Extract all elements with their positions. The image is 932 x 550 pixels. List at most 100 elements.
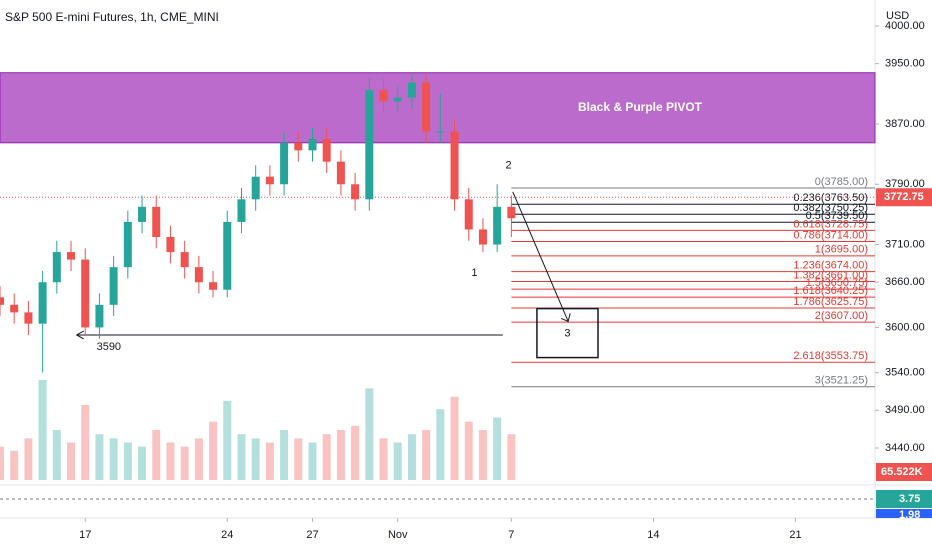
x-tick-label: 27 xyxy=(306,529,318,541)
candle-body xyxy=(322,139,331,162)
volume-bar xyxy=(123,442,132,480)
candle-body xyxy=(251,176,260,200)
candle-body xyxy=(67,252,76,260)
volume-bar xyxy=(280,430,289,480)
candle-body xyxy=(81,259,90,328)
candle-body xyxy=(209,282,218,290)
volume-bar xyxy=(138,446,147,480)
candle-body xyxy=(365,90,374,200)
candle-body xyxy=(166,237,175,253)
candle-body xyxy=(138,206,147,222)
candle-body xyxy=(38,282,47,324)
y-tick-label: 3600.00 xyxy=(885,321,925,333)
volume-bar xyxy=(81,405,90,480)
support-arrowhead xyxy=(75,330,84,340)
annotation: 1 xyxy=(471,267,477,279)
x-tick-label: 17 xyxy=(79,529,91,541)
candle-body xyxy=(194,267,203,283)
y-tick-label: 3540.00 xyxy=(885,367,925,379)
fib-label: 0.618(3728.75) xyxy=(793,218,868,230)
volume-label: 65.522K xyxy=(881,466,923,478)
volume-bar xyxy=(322,434,331,480)
support-label: 3590 xyxy=(97,341,121,353)
fib-label: 1.786(3625.75) xyxy=(793,296,868,308)
candle-body xyxy=(223,221,232,290)
volume-bar xyxy=(38,380,47,480)
volume-bar xyxy=(493,417,502,480)
fib-label: 3(3521.25) xyxy=(815,375,868,387)
candle-body xyxy=(265,176,274,185)
annotation: 2 xyxy=(505,159,511,171)
candle-body xyxy=(10,304,19,313)
candle-body xyxy=(24,312,33,324)
candle-body xyxy=(336,161,345,185)
currency: USD xyxy=(886,10,909,22)
indicator-label: 1.98 xyxy=(899,509,920,521)
last-price-box xyxy=(876,188,932,207)
projection-arrow xyxy=(512,191,571,323)
indicator-box xyxy=(876,490,932,508)
x-tick-label: Nov xyxy=(388,529,408,541)
pivot-zone xyxy=(0,72,876,144)
volume-bar xyxy=(95,434,104,480)
y-tick-label: 3660.00 xyxy=(885,276,925,288)
indicator-box xyxy=(876,509,932,518)
target-box xyxy=(536,307,599,359)
volume-bar xyxy=(507,434,516,480)
candle-body xyxy=(464,199,473,230)
candle-body xyxy=(422,82,431,132)
candle-body xyxy=(478,229,487,245)
y-tick-label: 3950.00 xyxy=(885,58,925,70)
volume-bar xyxy=(308,442,317,480)
volume-bar xyxy=(52,430,61,480)
candle-body xyxy=(493,206,502,245)
candle-body xyxy=(294,142,303,151)
candle-body xyxy=(180,252,189,268)
candle-body xyxy=(109,267,118,305)
volume-bar xyxy=(436,409,445,480)
volume-label-box xyxy=(876,463,932,481)
volume-bar xyxy=(24,438,33,480)
volume-bar xyxy=(464,421,473,480)
fib-label: 2.618(3553.75) xyxy=(793,350,868,362)
volume-bar xyxy=(10,450,19,480)
volume-bar xyxy=(407,434,416,480)
last-price-label: 3772.75 xyxy=(884,191,924,203)
volume-bar xyxy=(0,446,4,480)
candle-body xyxy=(123,221,132,268)
volume-bar xyxy=(265,442,274,480)
x-tick-label: 24 xyxy=(221,529,233,541)
fib-label: 0.5(3739.50) xyxy=(806,210,868,222)
volume-bar xyxy=(251,438,260,480)
y-tick-label: 3440.00 xyxy=(885,442,925,454)
y-tick-label: 3710.00 xyxy=(885,238,925,250)
volume-bar xyxy=(67,442,76,480)
volume-bar xyxy=(365,388,374,480)
volume-bar xyxy=(422,430,431,480)
volume-bar xyxy=(166,442,175,480)
chart-title: S&P 500 E-mini Futures, 1h, CME_MINI xyxy=(5,10,219,24)
volume-bar xyxy=(294,438,303,480)
candle-body xyxy=(407,82,416,98)
fib-label: 2(3607.00) xyxy=(815,310,868,322)
volume-bar xyxy=(336,430,345,480)
fib-label: 1.236(3674.00) xyxy=(793,260,868,272)
candle-body xyxy=(237,199,246,222)
candle-body xyxy=(280,142,289,185)
candle-body xyxy=(308,139,317,151)
volume-bar xyxy=(180,446,189,480)
candle-body xyxy=(507,206,516,219)
fib-label: 0.382(3750.25) xyxy=(793,202,868,214)
volume-bar xyxy=(351,425,360,480)
candle-body xyxy=(379,90,388,102)
volume-bar xyxy=(194,438,203,480)
x-tick-label: 7 xyxy=(508,529,514,541)
volume-bar xyxy=(393,442,402,480)
volume-bar xyxy=(478,430,487,480)
volume-bar xyxy=(450,396,459,480)
x-tick-label: 21 xyxy=(789,529,801,541)
candle-body xyxy=(450,131,459,200)
fib-label: 0(3785.00) xyxy=(815,176,868,188)
annotation: 3 xyxy=(564,327,570,339)
